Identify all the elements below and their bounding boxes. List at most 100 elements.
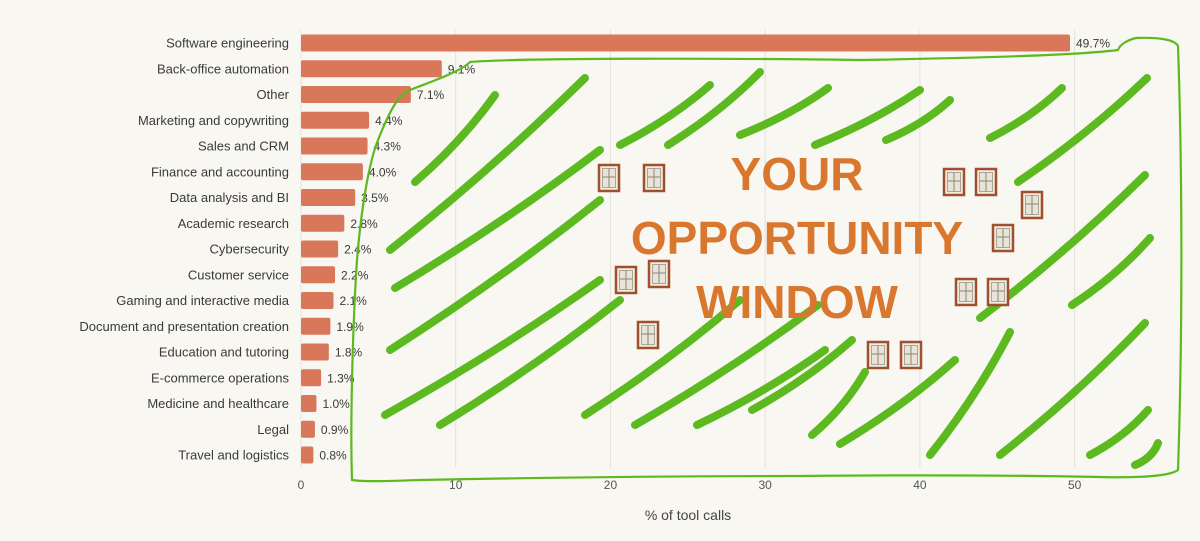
scribble-stroke (1086, 406, 1152, 459)
bar (301, 292, 334, 309)
annotation-line-2: OPPORTUNITY (631, 212, 963, 264)
category-label: Academic research (178, 216, 289, 231)
category-label: Back-office automation (157, 61, 289, 76)
bar-value-label: 1.9% (336, 320, 364, 334)
window-icon (899, 340, 923, 370)
category-label: Customer service (188, 267, 289, 282)
bar (301, 395, 317, 412)
window-icon (642, 163, 666, 193)
category-label: E-commerce operations (151, 370, 289, 385)
bar (301, 214, 345, 232)
category-label: Data analysis and BI (170, 190, 289, 205)
bar (301, 266, 336, 284)
window-icon (942, 167, 966, 197)
scribble-stroke (693, 346, 829, 429)
bar-value-label: 7.1% (417, 88, 445, 102)
bar (301, 86, 411, 103)
category-label: Travel and logistics (178, 448, 289, 463)
gridlines (300, 30, 1076, 468)
window-icon (991, 223, 1015, 253)
scribble-stroke (581, 296, 744, 419)
bar (301, 60, 442, 78)
scribble-stroke (664, 68, 764, 149)
x-tick-label: 30 (759, 478, 773, 492)
bar (301, 369, 322, 387)
x-tick-label: 50 (1068, 478, 1082, 492)
scribble-stroke (386, 196, 604, 354)
scribble-stroke (811, 86, 924, 149)
bar (301, 111, 370, 129)
category-label: Legal (257, 422, 289, 437)
opportunity-window-annotation: YOUR OPPORTUNITY WINDOW (350, 36, 1183, 483)
scribble-stroke (1068, 234, 1154, 309)
annotation-line-1: YOUR (731, 148, 864, 200)
scribble-stroke (391, 146, 604, 292)
bar-value-label: 1.3% (327, 371, 355, 385)
category-labels: Software engineering Back-office automati… (79, 36, 289, 463)
scribble-stroke (1014, 74, 1151, 186)
window-icon (636, 320, 660, 350)
category-label: Marketing and copywriting (138, 113, 289, 128)
scribble-stroke (926, 328, 1014, 459)
window-icon (954, 277, 978, 307)
x-tick-label: 40 (913, 478, 927, 492)
bar (301, 163, 363, 181)
x-tick-label: 0 (298, 478, 305, 492)
bar (301, 420, 315, 438)
bar (301, 189, 356, 206)
category-label: Software engineering (166, 36, 289, 51)
value-labels: 49.7%9.1%7.1%4.4%4.3%4.0%3.5%2.8%2.4%2.2… (319, 37, 1110, 463)
category-label: Other (256, 87, 289, 102)
bars (301, 34, 1070, 464)
window-icon (614, 265, 638, 295)
bar-value-label: 2.1% (339, 294, 367, 308)
scribble-stroke (808, 368, 869, 439)
window-icons (597, 163, 1044, 370)
bar-value-label: 0.8% (319, 449, 347, 463)
annotation-line-3: WINDOW (696, 276, 898, 328)
bar (301, 240, 339, 258)
bar-value-label: 1.8% (335, 346, 363, 360)
x-tick-label: 20 (604, 478, 618, 492)
window-icon (597, 163, 621, 193)
scribble-stroke (836, 356, 959, 448)
bar (301, 317, 331, 335)
bar-value-label: 0.9% (321, 423, 349, 437)
window-icon (647, 259, 671, 289)
bar-value-label: 2.2% (341, 268, 369, 282)
scribble-stroke (736, 84, 832, 139)
scribble-stroke (996, 319, 1149, 459)
x-tick-label: 10 (449, 478, 463, 492)
category-label: Medicine and healthcare (147, 396, 289, 411)
bar (301, 137, 368, 155)
scribble-strokes (381, 68, 1162, 469)
window-icon (1020, 190, 1044, 220)
category-label: Sales and CRM (198, 139, 289, 154)
scribble-stroke (411, 91, 499, 186)
scribble-stroke (986, 84, 1066, 142)
category-label: Cybersecurity (210, 242, 290, 257)
category-label: Document and presentation creation (79, 319, 289, 334)
bar (301, 34, 1070, 52)
highlight-outline (350, 36, 1183, 483)
x-axis-ticks: 0 10 20 30 40 50 (298, 478, 1082, 492)
scribble-stroke (386, 74, 589, 254)
scribble-stroke (882, 96, 954, 144)
scribble-stroke (748, 336, 856, 414)
scribble-stroke (381, 276, 604, 419)
bar-value-label: 4.4% (375, 114, 403, 128)
bar (301, 446, 314, 464)
scribble-stroke (631, 301, 822, 429)
scribble-stroke (616, 81, 714, 149)
window-icon (866, 340, 890, 370)
category-label: Gaming and interactive media (116, 293, 289, 308)
bar-value-label: 2.8% (350, 217, 378, 231)
scribble-stroke (436, 296, 624, 429)
category-label: Finance and accounting (151, 164, 289, 179)
bar-value-label: 49.7% (1076, 37, 1110, 51)
bar (301, 343, 329, 361)
category-label: Education and tutoring (159, 345, 289, 360)
window-icon (986, 277, 1010, 307)
